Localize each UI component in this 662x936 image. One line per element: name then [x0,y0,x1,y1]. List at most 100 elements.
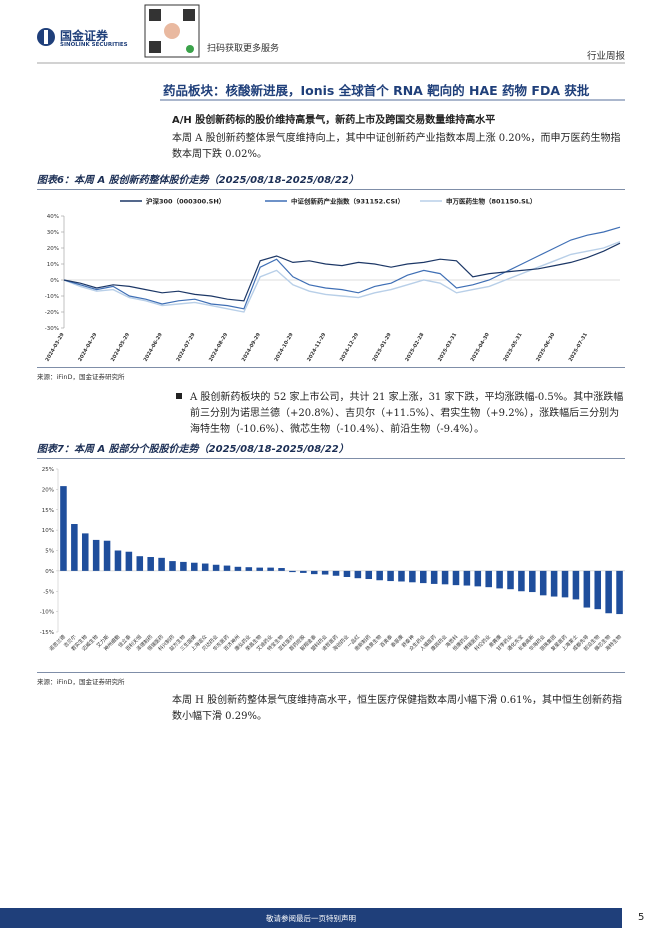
bar [125,551,133,571]
x-tick-label: 2024-09-29 [241,332,262,363]
bar [92,539,100,571]
y-tick-label: 20% [42,487,54,493]
x-tick-label: 2025-05-31 [502,332,523,363]
y-tick-label: 20% [47,246,59,252]
legend-label: 沪深300（000300.SH） [146,197,225,206]
x-tick-label: 2024-06-29 [143,332,164,363]
bar [234,566,242,571]
paragraph: 本周 A 股创新药整体景气度维持向上，其中中证创新药产业指数本周上涨 0.20%… [172,133,621,160]
y-tick-label: 0% [50,278,59,284]
bar [103,540,111,571]
bar [158,557,165,571]
y-tick-label: -20% [45,310,59,316]
paragraph: 本周 H 股创新药整体景气度维持高水平，恒生医疗保健指数本周小幅下滑 0.61%… [172,695,623,722]
x-tick-label: 2024-11-29 [306,332,327,363]
qr-block [149,9,161,21]
bar [191,562,198,571]
bar [441,570,449,585]
bar [463,570,471,586]
bar [343,570,351,577]
bar [409,570,416,583]
subheading: A/H 股创新药标的股价维持高景气，新药上市及跨国交易数量维持高水平 [172,115,496,126]
bar [81,533,89,571]
footer-band [0,908,622,928]
qr-caption: 扫码获取更多服务 [207,44,280,54]
bar [529,570,536,593]
bar [332,570,340,576]
series-line [63,242,621,302]
x-tick-label: 2025-01-29 [372,332,393,363]
y-tick-label: 25% [42,467,54,473]
y-tick-label: 10% [47,262,59,268]
y-tick-label: 10% [42,528,54,534]
qr-block [149,41,161,53]
logo [37,28,55,46]
bar [201,563,209,571]
qr-badge [186,45,194,53]
x-tick-label: 2025-04-30 [470,332,491,363]
bar [561,570,569,598]
bar [365,570,373,580]
bar [518,570,525,592]
bar [583,570,591,608]
bar [256,567,263,571]
bar [267,567,274,571]
y-tick-label: -10% [40,610,54,616]
bar [485,570,492,588]
bar [289,570,296,573]
bar [71,524,78,571]
brand: 国金证券 [60,29,109,43]
bar [321,570,329,575]
bar [136,556,144,571]
bar [616,570,623,615]
bar [507,570,514,590]
y-tick-label: 15% [42,508,54,514]
y-tick-label: 40% [47,214,59,220]
y-tick-label: 0% [45,569,54,575]
x-tick-label: 2024-10-29 [273,332,294,363]
bar [245,567,253,571]
bar [420,570,427,584]
legend-label: 申万医药生物（801150.SL） [446,197,536,206]
bar [387,570,394,582]
bar [550,570,558,597]
bar [60,486,67,571]
bar [278,568,285,571]
qr-center [164,23,180,39]
bullet-text: A 股创新药板块的 52 家上市公司，共计 21 家上涨，31 家下跌，平均涨跌… [190,392,624,435]
brand-en: SINOLINK SECURITIES [60,42,128,48]
bullet-mark [176,393,182,399]
y-tick-label: -15% [40,630,54,636]
figure-source: 来源：iFinD，国金证券研究所 [37,367,625,381]
bar [430,570,438,584]
bar [572,570,580,600]
footer-disclaimer: 敬请参阅最后一页特别声明 [266,914,356,923]
series-line [63,240,621,313]
page-number: 5 [638,912,645,923]
bar [212,564,220,571]
bar [223,565,231,571]
x-tick-label: 2025-07-31 [568,332,589,363]
x-tick-label: 2024-05-29 [110,332,131,363]
bar [398,570,405,582]
bar [605,570,612,614]
x-tick-label: 2024-08-29 [208,332,229,363]
section-title: 药品板块：核酸新进展，Ionis 全球首个 RNA 靶向的 HAE 药物 FDA… [163,83,590,98]
bar [474,570,482,587]
bar [180,561,187,571]
bar [496,570,503,589]
bar [452,570,460,586]
figure-title: 图表6：本周 A 股创新药整体股价走势（2025/08/18-2025/08/2… [37,171,625,190]
legend-label: 中证创新药产业指数（931152.CSI） [291,197,404,206]
y-tick-label: -30% [45,326,59,332]
bar [376,570,383,581]
bar [354,570,362,579]
series-line [63,226,621,310]
x-tick-label: 2025-02-28 [404,332,425,363]
bar [114,550,122,571]
x-tick-label: 2025-03-31 [437,332,458,363]
bar [147,557,154,571]
